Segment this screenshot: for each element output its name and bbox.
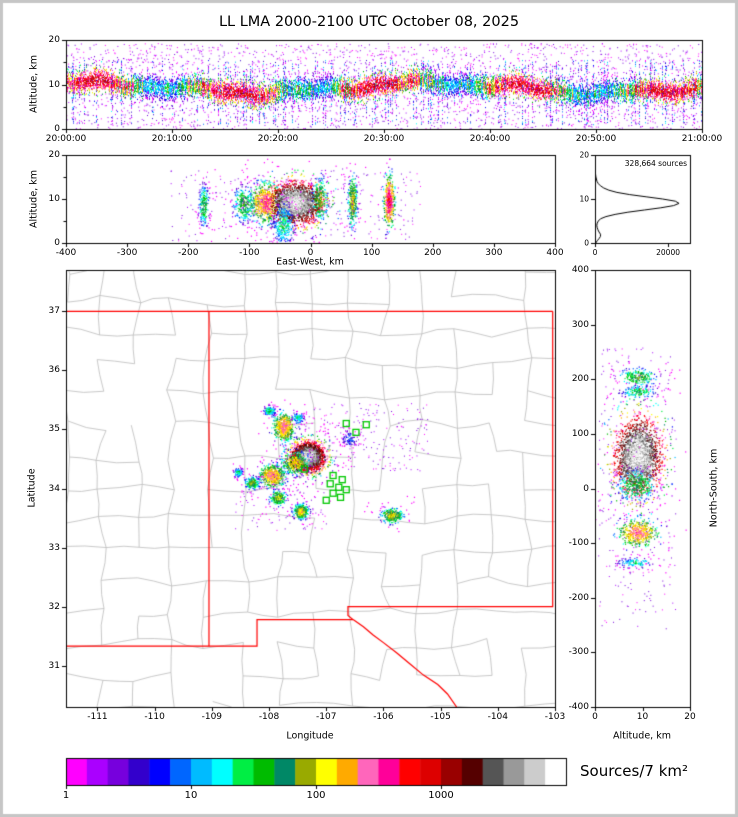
x-tick-label: -103 — [544, 712, 566, 722]
y-tick-label: 35 — [48, 424, 60, 435]
y-tick-label: 400 — [571, 265, 589, 275]
colorbar — [66, 758, 566, 785]
x-tick-label: -104 — [487, 712, 509, 722]
x-tick-label: 10 — [636, 712, 649, 722]
north-south-altitude-panel — [595, 270, 690, 707]
ew-panel-x-axis-label: East-West, km — [276, 256, 344, 268]
time-altitude-panel — [66, 40, 702, 129]
y-tick-label: 10 — [579, 194, 589, 204]
y-tick-label: 0 — [54, 238, 60, 248]
x-tick-label: -100 — [239, 248, 260, 258]
ns-panel-y-axis-label: North-South, km — [708, 448, 720, 528]
east-west-altitude-panel — [66, 155, 555, 243]
ns-panel-x-axis-label: Altitude, km — [613, 730, 671, 742]
colorbar-label: Sources/7 km² — [580, 762, 689, 780]
y-tick-label: 300 — [571, 319, 589, 330]
x-tick-label: 20 — [684, 712, 696, 722]
x-tick-label: -107 — [316, 712, 337, 722]
x-tick-label: -111 — [87, 712, 108, 722]
x-tick-label: -200 — [178, 248, 199, 258]
x-tick-label: 20000 — [656, 248, 680, 257]
figure-title: LL LMA 2000-2100 UTC October 08, 2025 — [218, 14, 520, 30]
x-tick-label: 0 — [592, 248, 598, 257]
map-panel-y-axis-label: Latitude — [26, 468, 38, 508]
x-tick-label: -106 — [373, 712, 394, 722]
time-panel-y-axis-label: Altitude, km — [28, 55, 40, 113]
y-tick-label: 32 — [48, 601, 60, 612]
y-tick-label: 37 — [48, 306, 60, 317]
x-tick-label: 20:00:00 — [45, 134, 87, 144]
x-tick-label: 400 — [546, 248, 564, 258]
map-panel-x-axis-label: Longitude — [286, 730, 334, 742]
x-tick-label: 200 — [424, 248, 442, 258]
source-count-annotation: 328,664 sources — [624, 159, 687, 168]
y-tick-label: 20 — [48, 35, 60, 45]
x-tick-label: 21:00:00 — [681, 134, 723, 144]
y-tick-label: -400 — [568, 702, 589, 712]
x-tick-label: 20:40:00 — [469, 134, 511, 144]
x-tick-label: 20:50:00 — [575, 134, 617, 144]
y-tick-label: -100 — [568, 538, 589, 549]
x-tick-label: 1000 — [428, 790, 454, 801]
x-tick-label: -300 — [116, 248, 138, 258]
y-tick-label: 0 — [584, 238, 589, 248]
y-tick-label: 20 — [579, 150, 589, 160]
altitude-histogram-panel — [595, 155, 690, 243]
x-tick-label: 300 — [485, 248, 503, 258]
y-tick-label: 0 — [583, 483, 589, 494]
y-tick-label: 200 — [571, 374, 589, 385]
y-tick-label: 36 — [48, 365, 60, 376]
x-tick-label: 0 — [307, 248, 314, 258]
x-tick-label: 100 — [306, 790, 326, 801]
y-tick-label: 10 — [48, 194, 60, 204]
y-tick-label: 10 — [48, 79, 60, 90]
x-tick-label: -109 — [201, 712, 223, 722]
ew-panel-y-axis-label: Altitude, km — [28, 170, 40, 228]
x-tick-label: 20:30:00 — [363, 134, 405, 144]
x-tick-label: -105 — [430, 712, 451, 722]
x-tick-label: -108 — [258, 712, 280, 722]
y-tick-label: 34 — [48, 483, 60, 494]
y-tick-label: -300 — [568, 647, 589, 658]
x-tick-label: 10 — [184, 790, 198, 801]
x-tick-label: -400 — [55, 248, 77, 258]
x-tick-label: 20:20:00 — [257, 134, 299, 144]
x-tick-label: 0 — [592, 712, 598, 722]
y-tick-label: 0 — [54, 124, 60, 134]
plan-view-map-panel — [66, 270, 555, 707]
x-tick-label: 100 — [363, 248, 381, 258]
x-tick-label: 1 — [62, 790, 70, 801]
x-tick-label: -110 — [144, 712, 165, 722]
y-tick-label: 20 — [48, 150, 60, 160]
y-tick-label: 33 — [48, 542, 60, 553]
y-tick-label: 100 — [571, 428, 589, 439]
y-tick-label: 31 — [48, 660, 60, 671]
x-tick-label: 20:10:00 — [151, 134, 193, 144]
y-tick-label: -200 — [568, 592, 589, 603]
